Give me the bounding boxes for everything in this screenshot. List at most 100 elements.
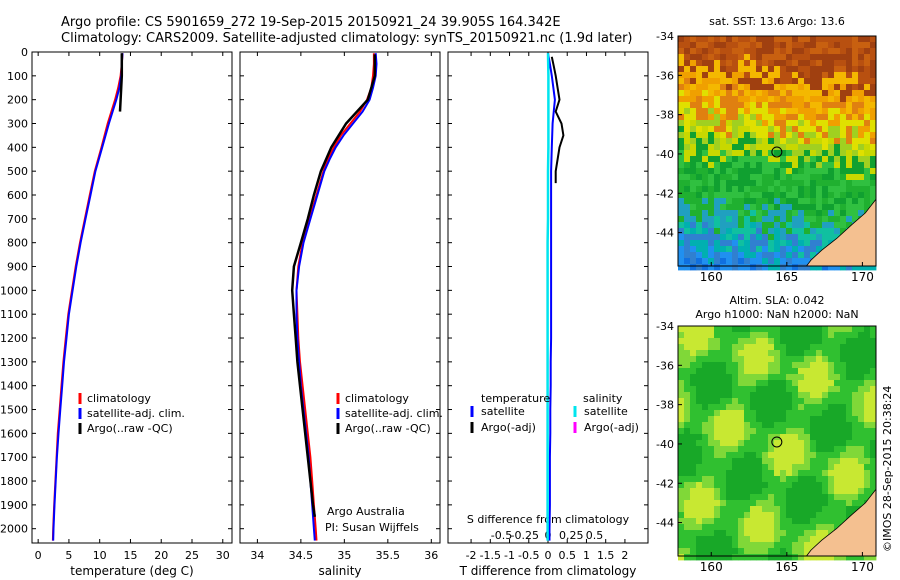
map-cell — [684, 338, 691, 345]
map-cell — [714, 476, 721, 483]
map-cell — [762, 204, 769, 211]
x-tick-label: 165 — [775, 270, 798, 284]
map-cell — [852, 476, 859, 483]
map-cell — [852, 470, 859, 477]
map-cell — [810, 144, 817, 151]
x-tick-label: 0.5 — [558, 549, 576, 562]
map-cell — [750, 344, 757, 351]
map-cell — [846, 386, 853, 393]
map-cell — [678, 240, 685, 247]
map-cell — [810, 374, 817, 381]
map-cell — [870, 78, 877, 85]
map-cell — [804, 48, 811, 55]
map-cell — [750, 210, 757, 217]
map-cell — [750, 326, 757, 333]
map-cell — [738, 470, 745, 477]
map-cell — [714, 216, 721, 223]
map-cell — [846, 464, 853, 471]
map-cell — [846, 78, 853, 85]
map-cell — [774, 138, 781, 145]
map-cell — [690, 120, 697, 127]
map-cell — [858, 398, 865, 405]
map-cell — [726, 410, 733, 417]
map-cell — [708, 422, 715, 429]
map-cell — [708, 368, 715, 375]
map-cell — [714, 126, 721, 133]
map-cell — [720, 416, 727, 423]
map-cell — [708, 542, 715, 549]
map-cell — [864, 344, 871, 351]
map-cell — [822, 410, 829, 417]
map-cell — [720, 96, 727, 103]
map-cell — [744, 126, 751, 133]
map-cell — [762, 54, 769, 61]
map-cell — [798, 548, 805, 555]
map-cell — [804, 96, 811, 103]
map-cell — [816, 180, 823, 187]
map-cell — [738, 356, 745, 363]
map-cell — [762, 66, 769, 73]
map-cell — [858, 36, 865, 43]
map-cell — [846, 404, 853, 411]
map-cell — [678, 222, 685, 229]
map-cell — [696, 428, 703, 435]
map-cell — [738, 90, 745, 97]
map-cell — [816, 222, 823, 229]
map-cell — [720, 512, 727, 519]
map-cell — [870, 554, 877, 561]
map-cell — [726, 192, 733, 199]
map-cell — [684, 264, 691, 271]
map-cell — [786, 518, 793, 525]
map-cell — [804, 554, 811, 561]
map-cell — [840, 338, 847, 345]
map-cell — [690, 252, 697, 259]
map-cell — [690, 404, 697, 411]
map-cell — [714, 96, 721, 103]
x-axis-label: temperature (deg C) — [70, 564, 193, 578]
map-cell — [852, 216, 859, 223]
map-cell — [684, 416, 691, 423]
map-cell — [744, 252, 751, 259]
map-cell — [804, 66, 811, 73]
map-cell — [798, 344, 805, 351]
map-cell — [684, 488, 691, 495]
map-cell — [756, 446, 763, 453]
map-cell — [720, 464, 727, 471]
map-cell — [738, 114, 745, 121]
map-cell — [726, 84, 733, 91]
map-cell — [792, 458, 799, 465]
map-cell — [798, 144, 805, 151]
map-cell — [696, 482, 703, 489]
map-cell — [708, 500, 715, 507]
map-cell — [768, 48, 775, 55]
map-cell — [696, 386, 703, 393]
map-cell — [780, 332, 787, 339]
map-cell — [720, 410, 727, 417]
map-cell — [756, 72, 763, 79]
map-cell — [756, 332, 763, 339]
map-cell — [744, 368, 751, 375]
map-cell — [696, 494, 703, 501]
map-cell — [864, 470, 871, 477]
map-cell — [798, 132, 805, 139]
map-cell — [690, 156, 697, 163]
map-cell — [684, 222, 691, 229]
map-cell — [864, 326, 871, 333]
map-cell — [732, 494, 739, 501]
map-cell — [750, 36, 757, 43]
map-cell — [822, 60, 829, 67]
map-cell — [768, 102, 775, 109]
map-cell — [858, 386, 865, 393]
map-cell — [768, 126, 775, 133]
map-cell — [852, 494, 859, 501]
map-cell — [696, 174, 703, 181]
map-cell — [714, 120, 721, 127]
map-cell — [828, 506, 835, 513]
map-cell — [678, 392, 685, 399]
map-cell — [684, 84, 691, 91]
map-cell — [798, 434, 805, 441]
map-cell — [834, 132, 841, 139]
map-cell — [690, 380, 697, 387]
map-cell — [726, 96, 733, 103]
map-cell — [840, 368, 847, 375]
